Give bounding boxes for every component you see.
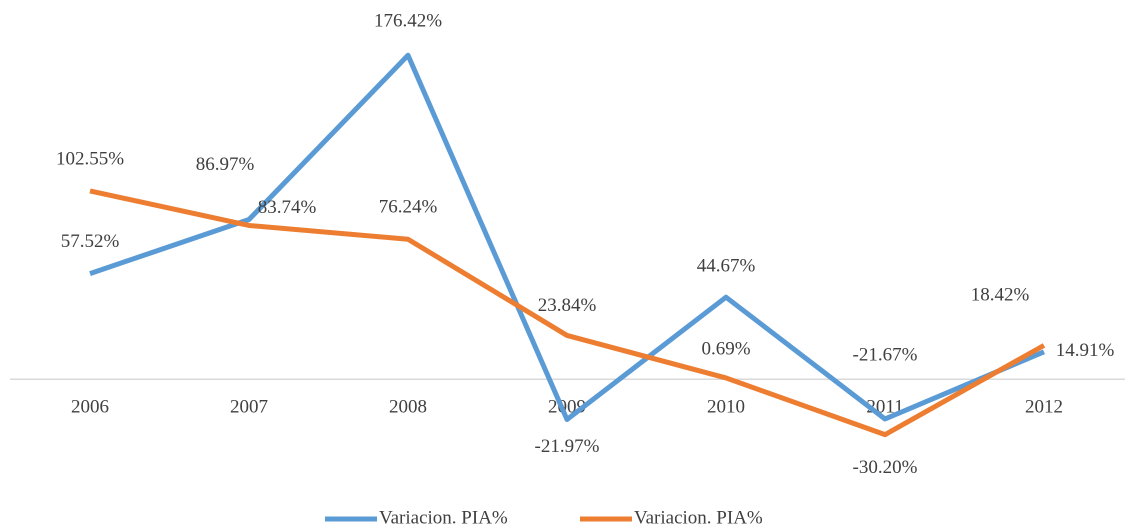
data-label: -30.20% <box>853 457 918 478</box>
data-label: 102.55% <box>56 148 124 169</box>
data-label: 14.91% <box>1056 340 1115 361</box>
x-tick-label: 2008 <box>389 396 427 417</box>
data-label: 86.97% <box>196 154 255 175</box>
data-label: 44.67% <box>697 256 756 277</box>
data-label: 23.84% <box>538 295 597 316</box>
data-label: 57.52% <box>61 231 120 252</box>
legend-label: Variacion. PIA% <box>634 507 763 528</box>
data-label: 18.42% <box>971 285 1030 306</box>
x-tick-label: 2012 <box>1025 396 1063 417</box>
series-line <box>89 52 1045 423</box>
data-label: 176.42% <box>374 11 442 32</box>
legend-label: Variacion. PIA% <box>379 507 508 528</box>
data-label: -21.67% <box>853 344 918 365</box>
x-tick-label: 2006 <box>71 396 109 417</box>
data-label: 83.74% <box>258 197 317 218</box>
series-line <box>89 188 1046 438</box>
x-tick-label: 2007 <box>230 396 268 417</box>
data-label: -21.97% <box>535 436 600 457</box>
x-tick-label: 2010 <box>707 396 745 417</box>
data-label: 76.24% <box>379 197 438 218</box>
data-label: 0.69% <box>701 338 750 359</box>
